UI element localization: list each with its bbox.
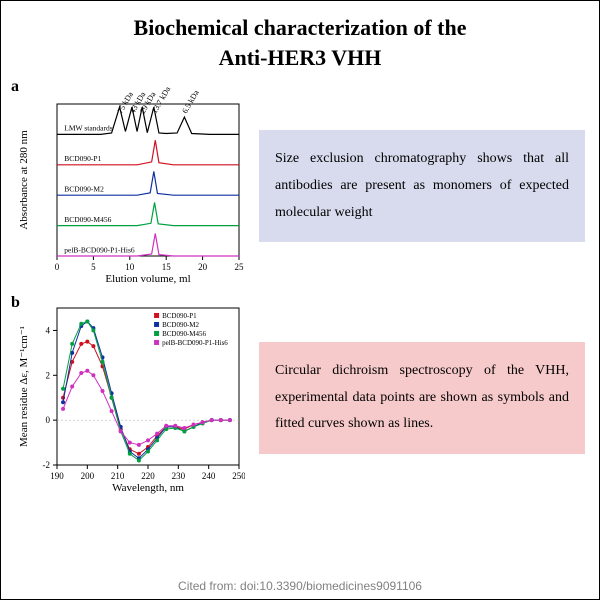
page-title: Biochemical characterization of the Anti…	[1, 1, 599, 80]
svg-text:BCD090-M456: BCD090-M456	[162, 330, 206, 338]
svg-text:2: 2	[46, 371, 51, 381]
svg-text:0: 0	[46, 416, 51, 426]
panel-a-row: a 0510152025Elution volume, mlAbsorbance…	[1, 82, 599, 290]
svg-text:BCD090-P1: BCD090-P1	[64, 154, 101, 163]
svg-text:BCD090-M2: BCD090-M2	[162, 321, 199, 329]
citation: Cited from: doi:10.3390/biomedicines9091…	[1, 579, 599, 593]
svg-text:15: 15	[162, 262, 172, 272]
svg-text:-2: -2	[43, 460, 51, 470]
svg-text:25: 25	[235, 262, 245, 272]
panel-a-chart-wrap: a 0510152025Elution volume, mlAbsorbance…	[15, 86, 245, 286]
svg-text:BCD090-P1: BCD090-P1	[162, 312, 197, 320]
panel-b-row: b 190 200 210 220 230 240 250 -2 0 2 4 Wavelength, …	[1, 296, 599, 499]
svg-text:250: 250	[232, 471, 245, 481]
svg-text:10: 10	[125, 262, 135, 272]
svg-text:20: 20	[198, 262, 208, 272]
svg-text:230: 230	[172, 471, 186, 481]
svg-text:5: 5	[91, 262, 96, 272]
svg-text:0: 0	[55, 262, 60, 272]
title-line-2: Anti-HER3 VHH	[21, 43, 579, 73]
sec-chromatography-chart: 0 5 10 15 20 25 Elution volume, ml Absorbance a…	[15, 86, 245, 286]
svg-text:Absorbance at 280 nm: Absorbance at 280 nm	[18, 130, 30, 230]
svg-text:pelB-BCD090-P1-His6: pelB-BCD090-P1-His6	[162, 339, 228, 347]
svg-text:240: 240	[202, 471, 216, 481]
svg-text:Mean residue Δε, M⁻¹cm⁻¹: Mean residue Δε, M⁻¹cm⁻¹	[18, 326, 30, 447]
svg-text:190: 190	[50, 471, 64, 481]
panel-a-label: a	[11, 78, 19, 96]
svg-text:210: 210	[111, 471, 125, 481]
svg-text:220: 220	[141, 471, 155, 481]
panel-b-caption: Circular dichroism spectroscopy of the V…	[259, 342, 585, 454]
cd-spectroscopy-chart: 190 200 210 220 230 240 250 -2 0 2 4 Wavelength, nm…	[15, 300, 245, 495]
svg-text:BCD090-M2: BCD090-M2	[64, 185, 104, 194]
svg-text:pelB-BCD090-P1-His6: pelB-BCD090-P1-His6	[64, 246, 135, 255]
svg-text:LMW standards: LMW standards	[64, 124, 112, 133]
title-line-1: Biochemical characterization of the	[21, 13, 579, 43]
svg-text:4: 4	[46, 326, 51, 336]
panel-b-chart-wrap: b 190200210220230240250-2024Wavelength, …	[15, 300, 245, 495]
svg-text:200: 200	[81, 471, 95, 481]
panel-a-caption: Size exclusion chromatography shows that…	[259, 130, 585, 242]
panel-b-label: b	[11, 294, 20, 312]
svg-text:6.5 kDa: 6.5 kDa	[180, 89, 201, 116]
svg-text:Elution volume, ml: Elution volume, ml	[105, 273, 190, 285]
svg-text:Wavelength, nm: Wavelength, nm	[112, 482, 184, 494]
svg-text:BCD090-M456: BCD090-M456	[64, 215, 111, 224]
